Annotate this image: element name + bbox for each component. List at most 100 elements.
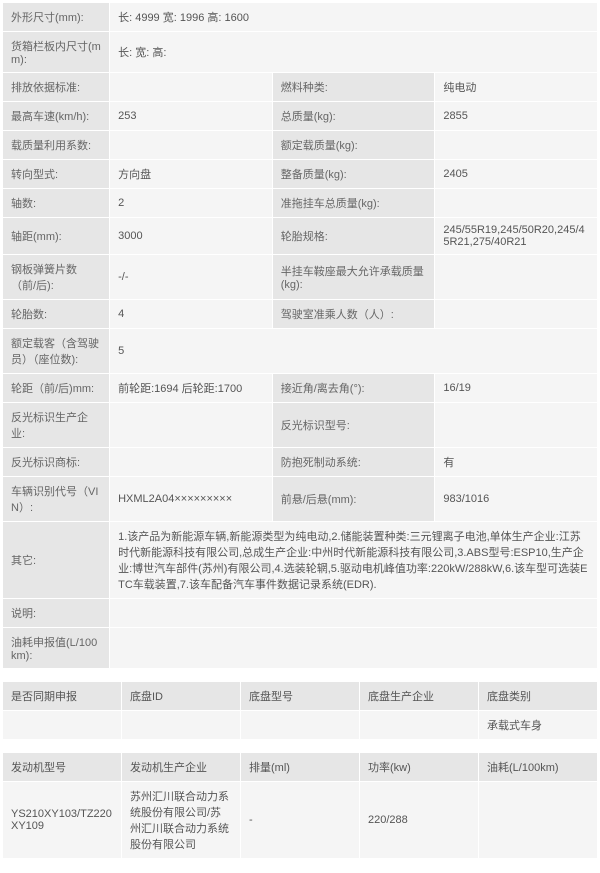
row-steering-curb: 转向型式: 方向盘 整备质量(kg): 2405 [3,160,598,189]
chassis-header: 是否同期申报 底盘ID 底盘型号 底盘生产企业 底盘类别 [3,682,598,711]
label-other: 其它: [3,522,110,599]
value-wheelbase: 3000 [110,218,273,255]
value-track: 前轮距:1694 后轮距:1700 [110,374,273,403]
value-reflector-maker [110,403,273,448]
chassis-h2: 底盘ID [122,682,241,711]
label-vin: 车辆识别代号（VIN）: [3,477,110,522]
value-springs: -/- [110,255,273,300]
label-cargo: 货箱栏板内尺寸(mm): [3,32,110,73]
label-tires: 轮胎规格: [272,218,435,255]
engine-v5 [479,782,598,859]
engine-header: 发动机型号 发动机生产企业 排量(ml) 功率(kw) 油耗(L/100km) [3,753,598,782]
row-axles-trailer: 轴数: 2 准拖挂车总质量(kg): [3,189,598,218]
label-load-coef: 载质量利用系数: [3,131,110,160]
value-note [110,599,598,628]
row-dimensions: 外形尺寸(mm): 长: 4999 宽: 1996 高: 1600 [3,3,598,32]
specs-table: 外形尺寸(mm): 长: 4999 宽: 1996 高: 1600 货箱栏板内尺… [2,2,598,669]
row-wheelbase-tires: 轴距(mm): 3000 轮胎规格: 245/55R19,245/50R20,2… [3,218,598,255]
label-fuel: 燃料种类: [272,73,435,102]
value-reflector-brand [110,448,273,477]
chassis-h4: 底盘生产企业 [360,682,479,711]
value-angles: 16/19 [435,374,598,403]
row-wheels-cab: 轮胎数: 4 驾驶室准乘人数（人）: [3,300,598,329]
value-axles: 2 [110,189,273,218]
value-wheels: 4 [110,300,273,329]
label-abs: 防抱死制动系统: [272,448,435,477]
value-rated-load [435,131,598,160]
row-seats: 额定载客（含驾驶员）（座位数): 5 [3,329,598,374]
value-cargo: 长: 宽: 高: [110,32,598,73]
label-fuel-cons: 油耗申报值(L/100km): [3,628,110,669]
row-reflector-brand: 反光标识商标: 防抱死制动系统: 有 [3,448,598,477]
label-wheels: 轮胎数: [3,300,110,329]
label-speed: 最高车速(km/h): [3,102,110,131]
chassis-h5: 底盘类别 [479,682,598,711]
value-cab [435,300,598,329]
engine-v1: YS210XY103/TZ220XY109 [3,782,122,859]
label-reflector-model: 反光标识型号: [272,403,435,448]
value-saddle [435,255,598,300]
engine-v2: 苏州汇川联合动力系统股份有限公司/苏州汇川联合动力系统股份有限公司 [122,782,241,859]
label-saddle: 半挂车鞍座最大允许承载质量(kg): [272,255,435,300]
chassis-row: 承载式车身 [3,711,598,740]
value-other: 1.该产品为新能源车辆,新能源类型为纯电动,2.储能装置种类:三元锂离子电池,单… [110,522,598,599]
label-mass: 总质量(kg): [272,102,435,131]
engine-v3: - [241,782,360,859]
value-overhang: 983/1016 [435,477,598,522]
value-steering: 方向盘 [110,160,273,189]
value-speed: 253 [110,102,273,131]
value-emission [110,73,273,102]
row-note: 说明: [3,599,598,628]
chassis-table: 是否同期申报 底盘ID 底盘型号 底盘生产企业 底盘类别 承载式车身 [2,681,598,740]
row-track-angles: 轮距（前/后)mm: 前轮距:1694 后轮距:1700 接近角/离去角(°):… [3,374,598,403]
chassis-h1: 是否同期申报 [3,682,122,711]
chassis-v1 [3,711,122,740]
label-emission: 排放依据标准: [3,73,110,102]
label-dimensions: 外形尺寸(mm): [3,3,110,32]
value-trailer [435,189,598,218]
value-tires: 245/55R19,245/50R20,245/45R21,275/40R21 [435,218,598,255]
value-load-coef [110,131,273,160]
label-angles: 接近角/离去角(°): [272,374,435,403]
row-fuel-cons: 油耗申报值(L/100km): [3,628,598,669]
row-other: 其它: 1.该产品为新能源车辆,新能源类型为纯电动,2.储能装置种类:三元锂离子… [3,522,598,599]
engine-h1: 发动机型号 [3,753,122,782]
engine-v4: 220/288 [360,782,479,859]
label-springs: 钢板弹簧片数（前/后): [3,255,110,300]
value-fuel-cons [110,628,598,669]
row-vin-overhang: 车辆识别代号（VIN）: HXML2A04××××××××× 前悬/后悬(mm)… [3,477,598,522]
label-reflector-maker: 反光标识生产企业: [3,403,110,448]
row-cargo: 货箱栏板内尺寸(mm): 长: 宽: 高: [3,32,598,73]
engine-h2: 发动机生产企业 [122,753,241,782]
engine-row: YS210XY103/TZ220XY109 苏州汇川联合动力系统股份有限公司/苏… [3,782,598,859]
engine-h4: 功率(kw) [360,753,479,782]
engine-h3: 排量(ml) [241,753,360,782]
chassis-v2 [122,711,241,740]
label-seats: 额定载客（含驾驶员）（座位数): [3,329,110,374]
value-abs: 有 [435,448,598,477]
label-note: 说明: [3,599,110,628]
chassis-v3 [241,711,360,740]
chassis-v5: 承载式车身 [479,711,598,740]
row-emission-fuel: 排放依据标准: 燃料种类: 纯电动 [3,73,598,102]
value-reflector-model [435,403,598,448]
value-dimensions: 长: 4999 宽: 1996 高: 1600 [110,3,598,32]
label-steering: 转向型式: [3,160,110,189]
chassis-v4 [360,711,479,740]
chassis-h3: 底盘型号 [241,682,360,711]
engine-h5: 油耗(L/100km) [479,753,598,782]
value-fuel: 纯电动 [435,73,598,102]
value-mass: 2855 [435,102,598,131]
row-springs-saddle: 钢板弹簧片数（前/后): -/- 半挂车鞍座最大允许承载质量(kg): [3,255,598,300]
engine-table: 发动机型号 发动机生产企业 排量(ml) 功率(kw) 油耗(L/100km) … [2,752,598,859]
label-trailer: 准拖挂车总质量(kg): [272,189,435,218]
value-vin: HXML2A04××××××××× [110,477,273,522]
label-axles: 轴数: [3,189,110,218]
label-curb: 整备质量(kg): [272,160,435,189]
row-reflector-maker: 反光标识生产企业: 反光标识型号: [3,403,598,448]
value-seats: 5 [110,329,598,374]
row-load-coef: 载质量利用系数: 额定载质量(kg): [3,131,598,160]
label-cab: 驾驶室准乘人数（人）: [272,300,435,329]
label-rated-load: 额定载质量(kg): [272,131,435,160]
value-curb: 2405 [435,160,598,189]
